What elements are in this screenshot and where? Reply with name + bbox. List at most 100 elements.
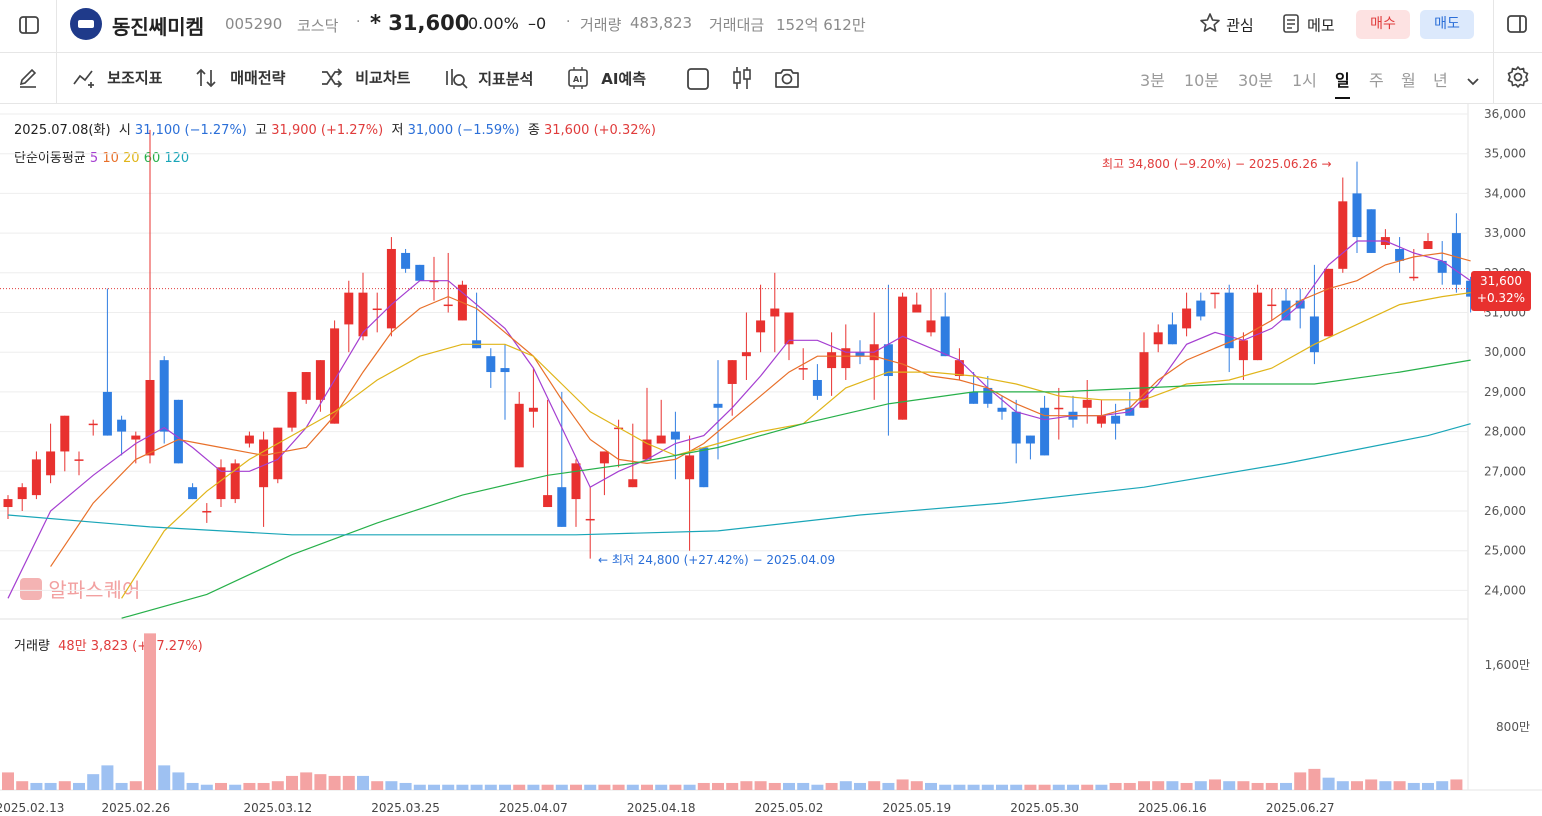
period-1hour[interactable]: 1시 xyxy=(1292,71,1317,90)
candle-body[interactable] xyxy=(273,427,283,480)
candle-body[interactable] xyxy=(1466,280,1476,297)
candle-body[interactable] xyxy=(173,399,183,464)
candle-body[interactable] xyxy=(102,391,112,436)
candle-body[interactable] xyxy=(1025,435,1035,444)
candle-body[interactable] xyxy=(940,316,950,357)
candle-body[interactable] xyxy=(898,296,908,420)
candle-body[interactable] xyxy=(1224,292,1234,349)
candle-body[interactable] xyxy=(585,518,595,521)
right-panel-toggle-icon[interactable] xyxy=(1506,13,1528,39)
candle-body[interactable] xyxy=(1011,411,1021,444)
candle-body[interactable] xyxy=(315,360,325,400)
candle-body[interactable] xyxy=(202,511,212,513)
candle-body[interactable] xyxy=(969,391,979,404)
candle-body[interactable] xyxy=(1082,399,1092,408)
watch-button[interactable]: 관심 xyxy=(1199,12,1254,38)
square-icon[interactable] xyxy=(686,67,710,95)
candle-body[interactable] xyxy=(259,439,269,488)
candle-body[interactable] xyxy=(741,352,751,357)
candle-body[interactable] xyxy=(1096,415,1106,424)
candle-body[interactable] xyxy=(1352,193,1362,238)
candle-body[interactable] xyxy=(429,280,439,283)
candle-body[interactable] xyxy=(528,407,538,412)
candle-body[interactable] xyxy=(1167,324,1177,345)
drawing-tool-icon[interactable] xyxy=(16,66,40,94)
candle-body[interactable] xyxy=(344,292,354,325)
candle-body[interactable] xyxy=(159,360,169,432)
candle-body[interactable] xyxy=(330,328,340,424)
analysis-tool-button[interactable]: 지표분석 xyxy=(443,67,533,89)
candle-body[interactable] xyxy=(954,360,964,377)
period-year[interactable]: 년 xyxy=(1433,71,1448,90)
period-30min[interactable]: 30분 xyxy=(1238,71,1274,90)
candle-body[interactable] xyxy=(1111,415,1121,424)
ma-legend[interactable]: 단순이동평균 5 10 20 60 120 xyxy=(14,147,189,166)
stock-name[interactable]: 동진쎄미켐 xyxy=(112,15,204,39)
candle-body[interactable] xyxy=(145,379,155,456)
candle-body[interactable] xyxy=(1182,308,1192,329)
candle-body[interactable] xyxy=(401,252,411,269)
candle-body[interactable] xyxy=(770,308,780,317)
candle-body[interactable] xyxy=(1395,248,1405,261)
candle-body[interactable] xyxy=(216,467,226,500)
candle-body[interactable] xyxy=(358,292,368,337)
candle-body[interactable] xyxy=(798,368,808,370)
candle-body[interactable] xyxy=(1238,340,1248,361)
period-week[interactable]: 주 xyxy=(1369,71,1384,90)
candle-body[interactable] xyxy=(1423,241,1433,249)
candle-body[interactable] xyxy=(543,495,553,508)
candle-body[interactable] xyxy=(571,463,581,500)
candle-body[interactable] xyxy=(685,455,695,480)
candle-body[interactable] xyxy=(1267,304,1277,307)
settings-gear-icon[interactable] xyxy=(1506,65,1530,93)
candle-body[interactable] xyxy=(17,487,27,500)
candle-body[interactable] xyxy=(628,479,638,488)
candle-body[interactable] xyxy=(827,352,837,369)
candle-body[interactable] xyxy=(88,423,98,426)
ai-predict-button[interactable]: AI AI예측 xyxy=(566,67,646,89)
period-3min[interactable]: 3분 xyxy=(1140,71,1165,90)
sell-button[interactable]: 매도 xyxy=(1420,10,1474,39)
candle-body[interactable] xyxy=(117,419,127,432)
candle-body[interactable] xyxy=(188,487,198,500)
candle-body[interactable] xyxy=(500,368,510,373)
candle-body[interactable] xyxy=(1437,260,1447,273)
candle-body[interactable] xyxy=(1338,201,1348,269)
candle-body[interactable] xyxy=(1366,209,1376,253)
candle-body[interactable] xyxy=(1153,332,1163,345)
candle-body[interactable] xyxy=(46,451,56,476)
candle-body[interactable] xyxy=(514,403,524,468)
candle-body[interactable] xyxy=(230,463,240,500)
sidebar-toggle-icon[interactable] xyxy=(18,14,39,34)
camera-icon[interactable] xyxy=(774,67,800,93)
candle-body[interactable] xyxy=(756,320,766,333)
candle-body[interactable] xyxy=(926,320,936,333)
candle-body[interactable] xyxy=(415,264,425,281)
candle-body[interactable] xyxy=(784,312,794,345)
candle-body[interactable] xyxy=(642,439,652,460)
candle-body[interactable] xyxy=(301,372,311,400)
candle-body[interactable] xyxy=(443,304,453,307)
candle-body[interactable] xyxy=(614,427,624,430)
candle-body[interactable] xyxy=(727,360,737,384)
candle-body[interactable] xyxy=(670,431,680,440)
candle-body[interactable] xyxy=(983,387,993,404)
period-day[interactable]: 일 xyxy=(1335,67,1350,99)
candle-body[interactable] xyxy=(599,451,609,464)
candle-body[interactable] xyxy=(1253,292,1263,361)
candle-body[interactable] xyxy=(1324,268,1334,337)
candle-body[interactable] xyxy=(912,304,922,313)
candle-body[interactable] xyxy=(1409,276,1419,279)
candle-body[interactable] xyxy=(855,352,865,357)
candlestick-icon[interactable] xyxy=(730,65,754,95)
candle-body[interactable] xyxy=(1210,292,1220,295)
strategy-tool-button[interactable]: 매매전략 xyxy=(195,67,285,88)
candle-body[interactable] xyxy=(74,459,84,461)
candlestick-chart[interactable]: 36,00035,00034,00033,00032,00031,00030,0… xyxy=(0,103,1542,816)
candle-body[interactable] xyxy=(287,391,297,428)
candle-body[interactable] xyxy=(997,407,1007,412)
indicator-tool-button[interactable]: 보조지표 xyxy=(72,67,162,88)
candle-body[interactable] xyxy=(31,459,41,496)
candle-body[interactable] xyxy=(1451,233,1461,285)
candle-body[interactable] xyxy=(1040,407,1050,456)
